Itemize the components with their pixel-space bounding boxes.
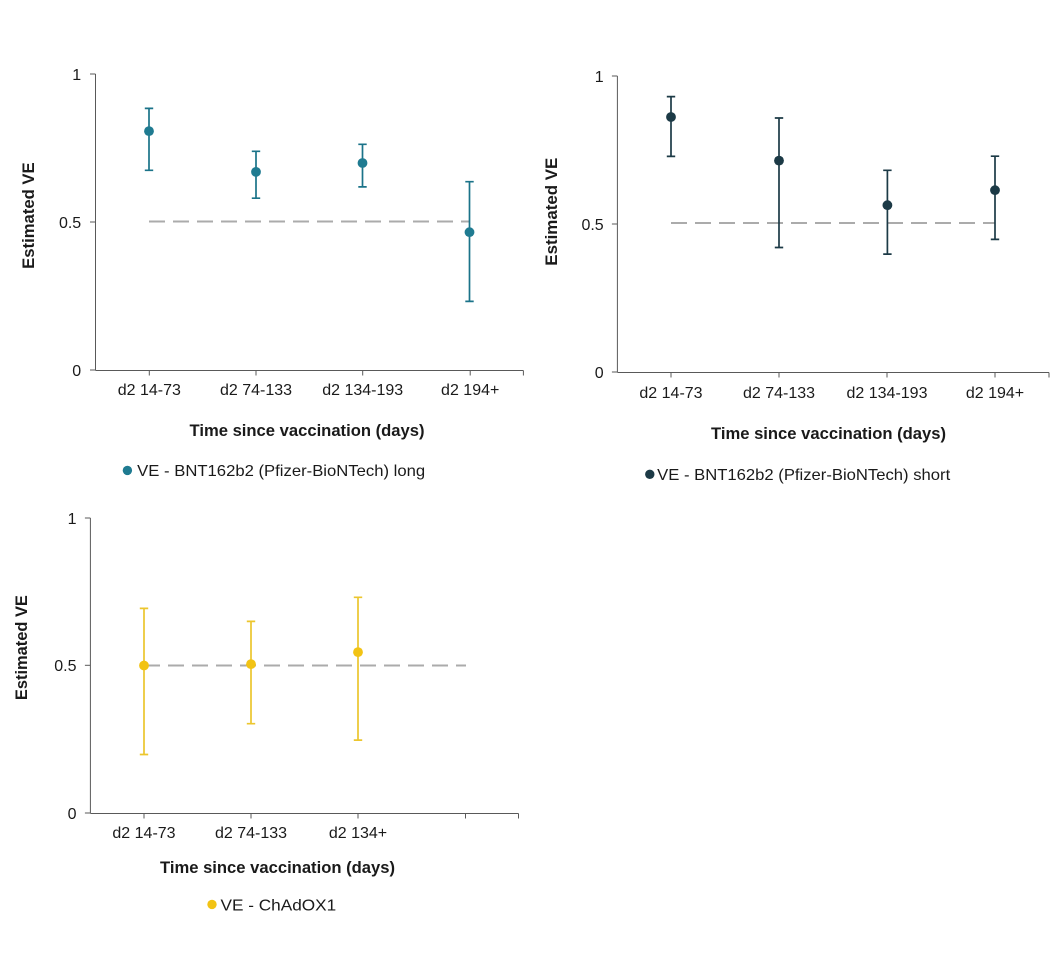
svg-text:Estimated VE: Estimated VE	[542, 158, 561, 266]
svg-text:d2 194+: d2 194+	[441, 382, 499, 399]
svg-text:1: 1	[68, 511, 77, 528]
svg-text:d2 14-73: d2 14-73	[118, 382, 181, 399]
svg-text:0: 0	[595, 365, 604, 382]
svg-text:0.5: 0.5	[54, 658, 76, 675]
svg-text:d2 194+: d2 194+	[966, 385, 1024, 402]
svg-text:1: 1	[595, 69, 604, 86]
svg-text:d2 74-133: d2 74-133	[743, 385, 815, 402]
svg-text:0: 0	[72, 363, 81, 380]
svg-text:0.5: 0.5	[59, 215, 81, 232]
svg-text:VE - ChAdOX1: VE - ChAdOX1	[221, 897, 337, 914]
svg-text:Time since vaccination (days): Time since vaccination (days)	[190, 421, 425, 440]
svg-text:d2 14-73: d2 14-73	[639, 385, 702, 402]
svg-text:VE - BNT162b2 (Pfizer-BioNTech: VE - BNT162b2 (Pfizer-BioNTech) long	[137, 463, 425, 480]
svg-text:d2 134+: d2 134+	[329, 825, 387, 842]
svg-text:d2 74-133: d2 74-133	[220, 382, 292, 399]
svg-text:d2 14-73: d2 14-73	[112, 825, 175, 842]
svg-text:d2 74-133: d2 74-133	[215, 825, 287, 842]
svg-text:1: 1	[72, 67, 81, 84]
svg-text:Estimated VE: Estimated VE	[12, 595, 31, 700]
svg-text:0.5: 0.5	[581, 217, 603, 234]
svg-text:d2 134-193: d2 134-193	[847, 385, 928, 402]
svg-text:0: 0	[68, 806, 77, 823]
svg-text:Estimated VE: Estimated VE	[19, 162, 38, 269]
svg-text:Time since vaccination (days): Time since vaccination (days)	[711, 424, 946, 443]
svg-text:VE - BNT162b2 (Pfizer-BioNTech: VE - BNT162b2 (Pfizer-BioNTech) short	[657, 467, 951, 484]
svg-text:d2 134-193: d2 134-193	[322, 382, 403, 399]
svg-text:Time since vaccination (days): Time since vaccination (days)	[160, 858, 395, 877]
